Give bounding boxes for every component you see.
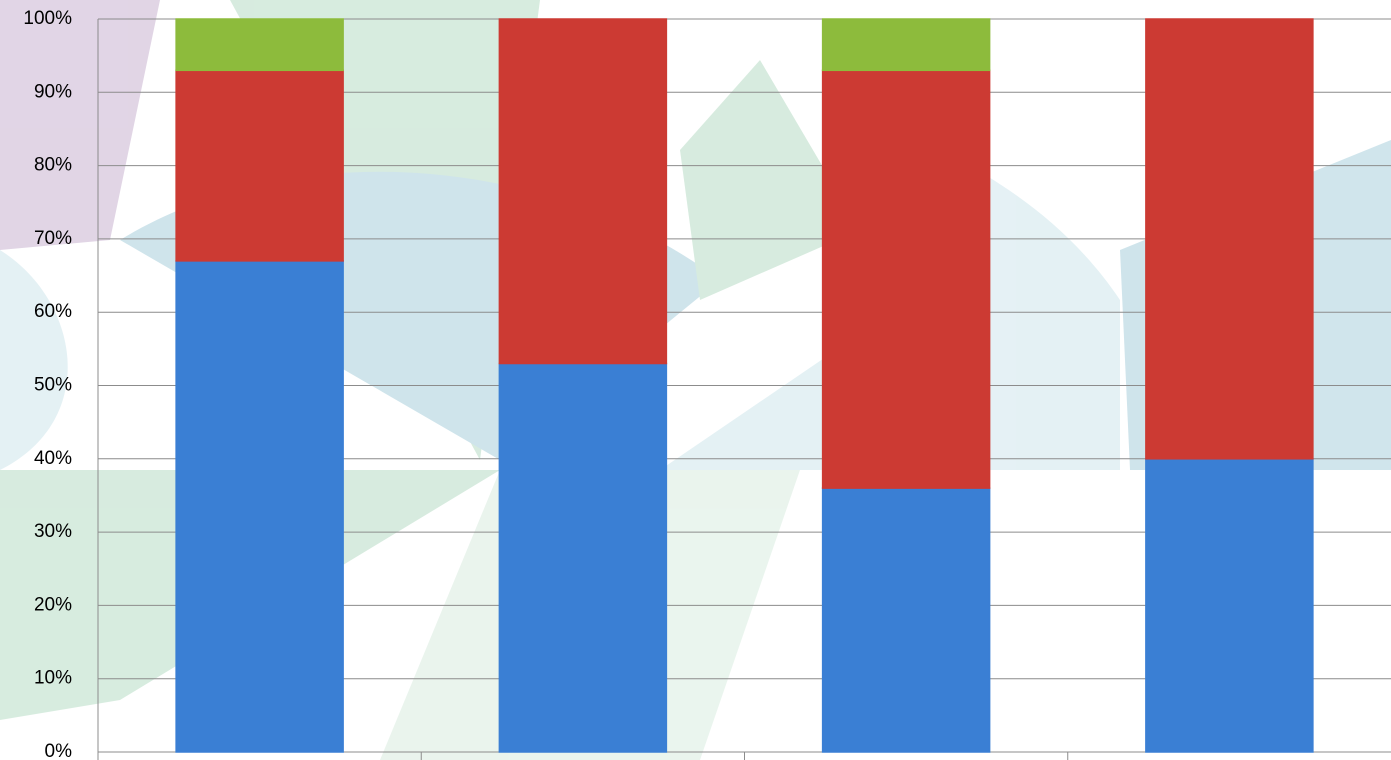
bar-segment [498, 362, 668, 753]
bar-segment [498, 18, 668, 365]
bar-segment [821, 487, 991, 753]
bar-segment [175, 18, 344, 72]
bar-segment [175, 260, 344, 753]
y-tick-label: 50% [34, 375, 72, 396]
bar-segment [821, 18, 991, 72]
y-tick-label: 30% [34, 521, 72, 542]
y-tick-label: 90% [34, 81, 72, 102]
y-tick-label: 60% [34, 301, 72, 322]
bar-segment [175, 69, 344, 262]
y-tick-label: 80% [34, 155, 72, 176]
bar-segment [1145, 18, 1314, 460]
y-tick-label: 10% [34, 668, 72, 689]
bar-segment [1145, 458, 1314, 753]
y-tick-label: 0% [45, 741, 73, 760]
plot-area: 0% 10% 20% 30% 40% 50% 60% 70% 80% 90% 100% [23, 8, 1391, 760]
bar-segment [821, 69, 991, 489]
y-tick-label: 20% [34, 594, 72, 615]
y-tick-label: 40% [34, 448, 72, 469]
y-tick-label: 100% [23, 8, 72, 29]
y-tick-label: 70% [34, 228, 72, 249]
